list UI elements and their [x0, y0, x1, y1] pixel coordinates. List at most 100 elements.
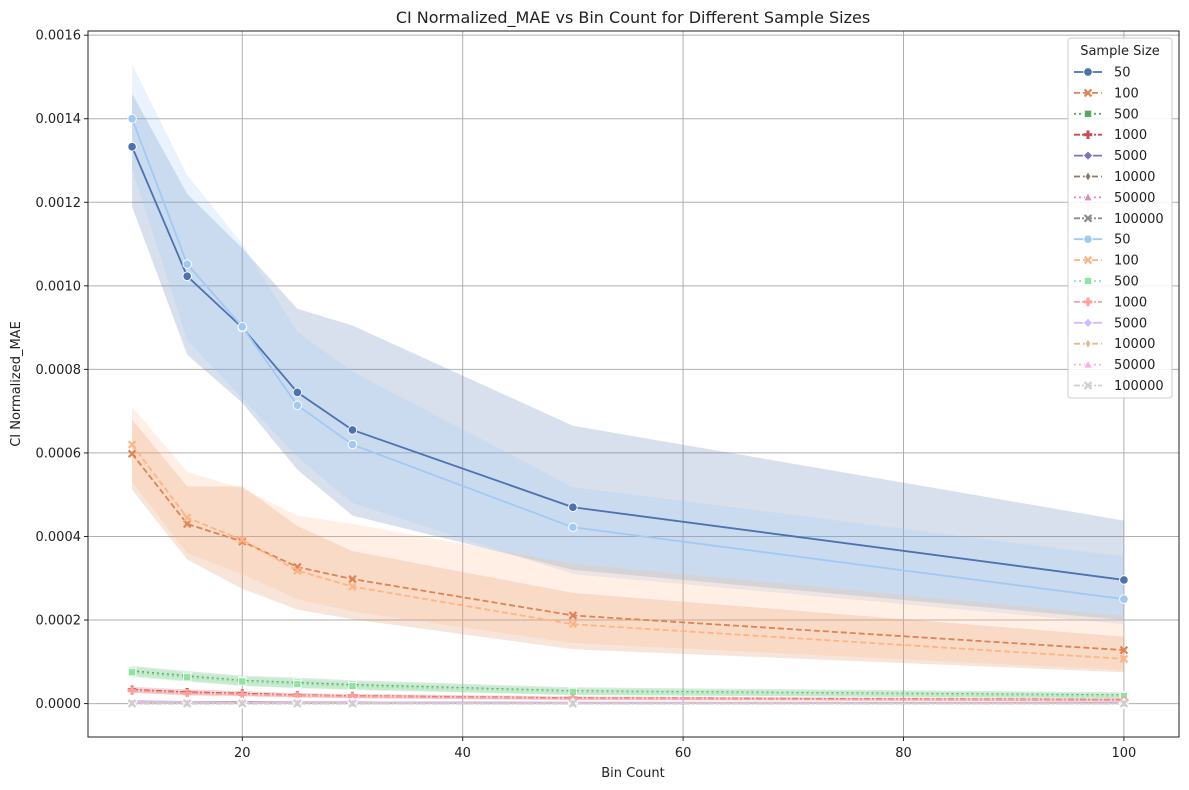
legend-item-9: 100	[1074, 254, 1139, 269]
legend-marker-11	[1083, 297, 1093, 307]
legend-label-13: 10000	[1114, 337, 1155, 352]
data-point-9-3	[293, 566, 302, 575]
data-point-1-0	[127, 449, 137, 458]
y-tick-label: 0.0012	[36, 196, 82, 211]
legend-marker-14	[1082, 358, 1094, 369]
marker-x-b	[568, 619, 578, 629]
legend-item-11: 1000	[1074, 295, 1147, 310]
ci-band-10	[132, 667, 1124, 699]
marker-plus-v	[1086, 130, 1090, 139]
data-point-0-4	[347, 425, 358, 435]
data-point-10-4	[348, 681, 357, 691]
data-point-8-0	[127, 113, 137, 124]
legend-item-2: 500	[1074, 107, 1139, 122]
legend-label-12: 5000	[1114, 316, 1147, 331]
y-axis-label: CI Normalized_MAE	[9, 321, 24, 447]
data-point-10-3	[293, 679, 302, 689]
marker-x-b	[1083, 255, 1093, 265]
legend-item-6: 50000	[1074, 191, 1155, 206]
data-point-9-0	[127, 440, 137, 449]
y-tick-label: 0.0002	[36, 614, 82, 629]
legend-item-5: 10000	[1074, 170, 1155, 185]
legend-marker-13	[1084, 338, 1092, 350]
x-tick-label: 60	[675, 746, 692, 761]
series-markers	[126, 113, 1130, 709]
data-point-15-1	[182, 699, 192, 708]
data-point-1-2	[238, 537, 247, 546]
data-point-11-1	[182, 688, 192, 698]
data-point-0-5	[568, 502, 578, 512]
marker-x-b	[182, 699, 192, 708]
marker-x-b	[293, 699, 302, 708]
legend-label-15: 100000	[1114, 379, 1164, 394]
legend-marker-2	[1083, 109, 1093, 118]
ci-band-0	[132, 93, 1124, 621]
marker-x-b	[348, 582, 357, 591]
data-point-9-4	[348, 582, 357, 591]
legend: Sample Size 50 100 500 1000 5000 10000 50000 10…	[1067, 37, 1173, 399]
data-point-9-2	[238, 535, 247, 545]
data-point-11-3	[293, 691, 302, 700]
legend-item-1: 100	[1074, 86, 1139, 101]
legend-items: 50 100 500 1000 5000 10000 50000 100000 50 100 500…	[1074, 66, 1164, 394]
marker-x-b	[127, 440, 137, 449]
legend-label-2: 500	[1114, 107, 1139, 122]
legend-item-0: 50	[1074, 66, 1131, 81]
marker-x-b	[1083, 214, 1093, 223]
legend-label-7: 100000	[1114, 212, 1164, 227]
y-tick-label: 0.0006	[36, 446, 82, 461]
data-point-0-0	[127, 141, 137, 152]
ci-band-11	[132, 688, 1124, 702]
y-tick-label: 0.0014	[36, 112, 82, 127]
data-point-15-4	[348, 699, 357, 708]
marker-x-b	[348, 699, 357, 708]
data-point-8-5	[568, 522, 578, 533]
data-point-15-0	[127, 699, 137, 708]
x-tick-label: 80	[895, 746, 912, 761]
marker-plus-v	[185, 688, 189, 698]
marker-plus-v	[350, 692, 354, 701]
marker-x-b	[1119, 699, 1129, 708]
marker-plus-v	[130, 686, 134, 695]
data-point-9-5	[568, 619, 578, 629]
data-point-10-0	[127, 668, 137, 677]
data-point-15-3	[293, 699, 302, 708]
legend-title: Sample Size	[1080, 44, 1160, 59]
legend-label-1: 100	[1114, 86, 1139, 101]
legend-label-8: 50	[1114, 233, 1131, 248]
marker-x-b	[1083, 88, 1093, 98]
marker-x-b	[127, 449, 137, 458]
data-point-11-2	[237, 690, 247, 699]
legend-label-4: 5000	[1114, 149, 1147, 164]
data-point-0-3	[292, 387, 303, 398]
legend-marker-15	[1083, 381, 1093, 390]
legend-item-14: 50000	[1074, 358, 1155, 373]
axis-ticks: 20 40 60 80 100 0.0000 0.0002 0.0004 0.0006 0.000…	[36, 29, 1137, 761]
y-tick-label: 0.0000	[36, 697, 82, 712]
data-point-10-1	[183, 673, 192, 682]
confidence-bands	[132, 64, 1124, 704]
legend-item-7: 100000	[1074, 212, 1164, 227]
legend-marker-7	[1083, 214, 1093, 223]
y-tick-label: 0.0016	[36, 29, 82, 44]
marker-x-b	[127, 699, 137, 708]
legend-marker-8	[1083, 234, 1093, 244]
legend-label-3: 1000	[1114, 128, 1147, 143]
legend-item-12: 5000	[1074, 316, 1147, 331]
x-tick-label: 20	[234, 746, 251, 761]
data-point-1-5	[568, 611, 578, 620]
legend-item-15: 100000	[1074, 379, 1164, 394]
legend-item-8: 50	[1074, 233, 1131, 248]
marker-x-b	[238, 535, 247, 545]
data-point-8-3	[292, 400, 303, 411]
ci-band-1	[132, 419, 1124, 673]
legend-label-0: 50	[1114, 66, 1131, 81]
x-tick-label: 100	[1111, 746, 1136, 761]
legend-item-10: 500	[1074, 275, 1139, 290]
legend-label-5: 10000	[1114, 170, 1155, 185]
data-point-1-4	[348, 574, 357, 584]
marker-x-b	[568, 699, 578, 708]
legend-marker-6	[1082, 191, 1094, 202]
data-point-15-5	[568, 699, 578, 708]
legend-marker-3	[1083, 130, 1093, 139]
